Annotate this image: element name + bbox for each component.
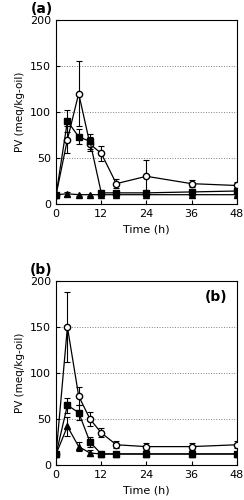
Y-axis label: PV (meq/kg-oil): PV (meq/kg-oil) [15,333,25,413]
X-axis label: Time (h): Time (h) [123,224,170,234]
Text: (a): (a) [30,2,52,16]
Y-axis label: PV (meq/kg-oil): PV (meq/kg-oil) [15,72,25,152]
X-axis label: Time (h): Time (h) [123,486,170,496]
Text: (b): (b) [30,264,52,278]
Text: (b): (b) [205,290,228,304]
